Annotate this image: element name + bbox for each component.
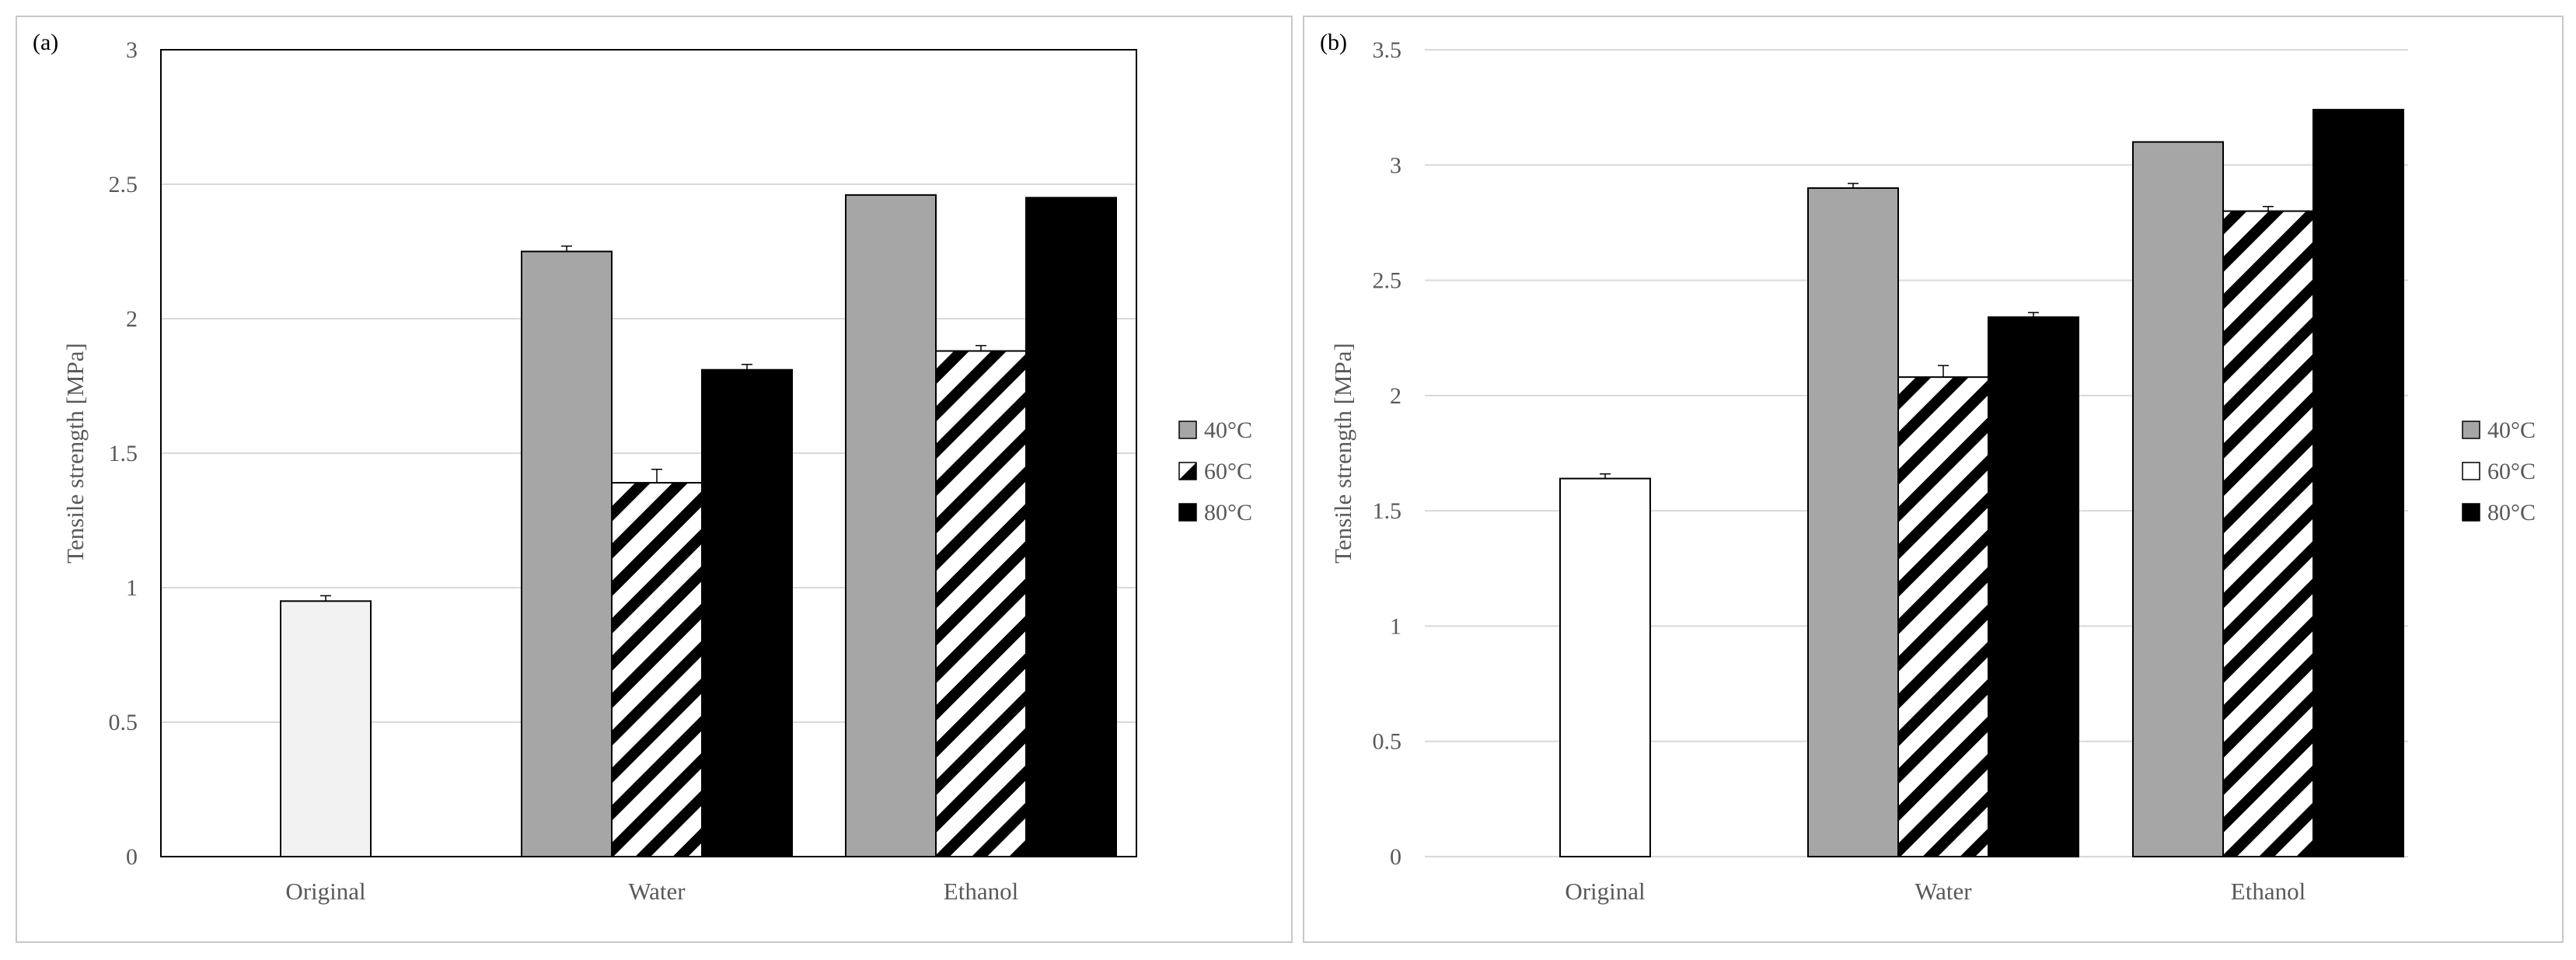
y-tick-label: 3.5 — [1373, 37, 1402, 63]
y-tick-label: 2.5 — [1373, 268, 1402, 294]
y-tick-label: 2 — [126, 306, 138, 332]
bar-water-40c — [1807, 187, 1899, 857]
legend-label: 40°C — [2487, 417, 2536, 443]
x-tick-label: Water — [628, 878, 686, 905]
x-tick-label: Ethanol — [2231, 878, 2305, 905]
y-tick-label: 3 — [126, 37, 138, 63]
y-tick-label: 2.5 — [109, 172, 138, 197]
bar-water-60c — [611, 482, 703, 857]
y-tick-label: 1 — [126, 575, 138, 601]
bar-original-original — [280, 600, 372, 857]
legend-swatch-60c — [1178, 462, 1197, 480]
legend-swatch-40c — [2462, 421, 2480, 439]
bar-original-original — [1559, 477, 1651, 857]
y-tick-label: 1.5 — [1373, 498, 1402, 524]
y-tick-label: 2 — [1390, 383, 1401, 409]
panel-label: (a) — [33, 30, 58, 55]
y-tick-label: 0 — [1390, 844, 1401, 870]
legend-label: 60°C — [1204, 459, 1252, 484]
bar-ethanol-60c — [2222, 210, 2314, 858]
chart-panel-a: (a) 0 0.5 1 1.5 2 2.5 3 Tensile strength [MPa] Or… — [16, 16, 1293, 943]
bar-ethanol-80c — [1025, 197, 1117, 858]
bar-water-60c — [1897, 376, 1989, 858]
chart-b-svg: (b) 0 0.5 1 1.5 2 2.5 3 3.5 Tensile strength [MPa… — [1320, 30, 2536, 905]
bar-ethanol-80c — [2312, 109, 2404, 857]
y-axis-label: Tensile strength [MPa] — [1329, 343, 1356, 564]
y-tick-label: 0.5 — [1373, 729, 1402, 755]
y-tick-label: 0 — [126, 844, 138, 870]
legend-label: 60°C — [2487, 459, 2536, 484]
chart-panel-b: (b) 0 0.5 1 1.5 2 2.5 3 3.5 Tensile strength [MPa… — [1303, 16, 2564, 943]
y-tick-label: 0.5 — [109, 710, 138, 735]
y-tick-label: 3 — [1390, 152, 1401, 178]
x-tick-label: Original — [1565, 878, 1645, 905]
y-tick-label: 1 — [1390, 613, 1401, 639]
bar-water-80c — [701, 368, 793, 857]
legend-label: 80°C — [1204, 500, 1252, 525]
bar-water-80c — [1988, 316, 2079, 858]
legend-label: 40°C — [1204, 417, 1252, 443]
chart-a-svg: (a) 0 0.5 1 1.5 2 2.5 3 Tensile strength [MPa] Or… — [33, 30, 1252, 905]
panel-label: (b) — [1320, 30, 1347, 55]
x-tick-label: Water — [1915, 878, 1972, 905]
bar-water-40c — [521, 250, 613, 857]
bar-ethanol-60c — [935, 350, 1027, 857]
legend-swatch-80c — [1178, 503, 1197, 522]
y-axis-label: Tensile strength [MPa] — [61, 343, 89, 564]
x-tick-label: Original — [285, 878, 365, 905]
legend-swatch-60c — [2462, 462, 2480, 480]
bar-ethanol-40c — [845, 194, 937, 857]
legend-swatch-80c — [2462, 503, 2480, 522]
legend-swatch-40c — [1178, 421, 1197, 439]
bar-ethanol-40c — [2132, 141, 2224, 857]
x-tick-label: Ethanol — [944, 878, 1018, 905]
legend-label: 80°C — [2487, 500, 2536, 525]
y-tick-label: 1.5 — [109, 441, 138, 466]
